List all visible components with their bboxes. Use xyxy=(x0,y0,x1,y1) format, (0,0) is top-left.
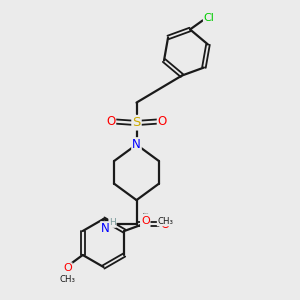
Text: O: O xyxy=(160,218,169,231)
Text: N: N xyxy=(101,222,110,235)
Text: methoxy: methoxy xyxy=(143,213,149,214)
Text: N: N xyxy=(132,138,141,151)
Text: O: O xyxy=(63,263,72,273)
Text: CH₃: CH₃ xyxy=(59,274,75,284)
Text: H: H xyxy=(109,218,116,227)
Text: methoxy: methoxy xyxy=(154,214,160,215)
Text: O: O xyxy=(158,115,167,128)
Text: CH₃: CH₃ xyxy=(157,217,173,226)
Text: O: O xyxy=(141,216,150,226)
Text: S: S xyxy=(132,116,141,130)
Text: Cl: Cl xyxy=(204,13,215,23)
Text: O: O xyxy=(106,115,115,128)
